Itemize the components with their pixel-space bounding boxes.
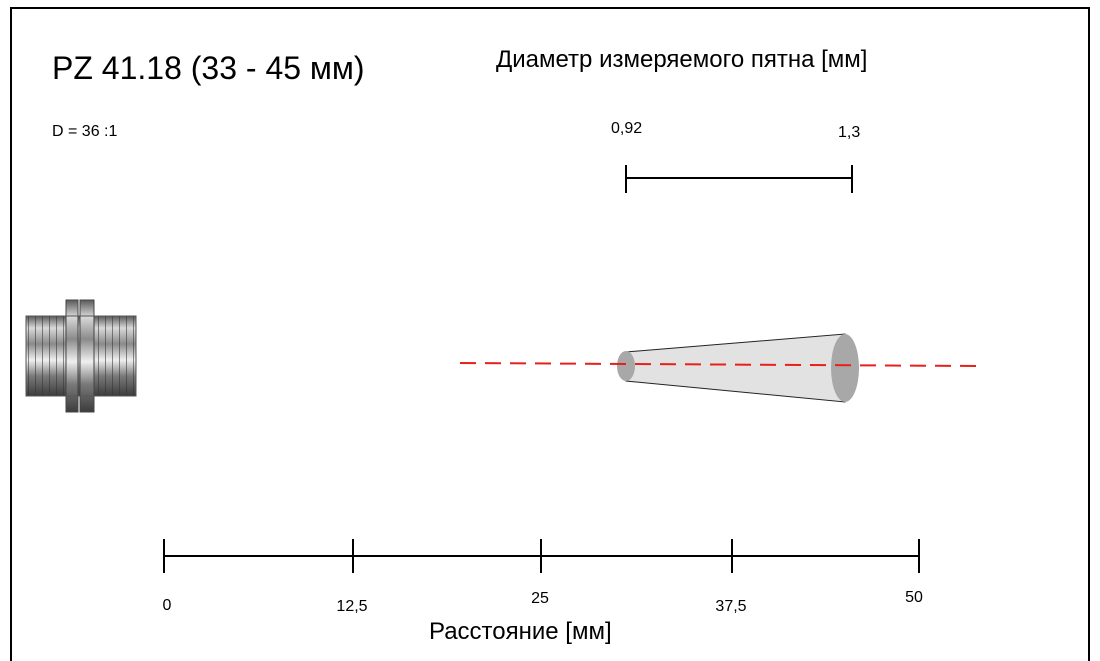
spot-size-near: 0,92 bbox=[611, 120, 643, 137]
spot-diameter-scale bbox=[625, 165, 853, 193]
axis-tick-label: 0 bbox=[162, 597, 172, 614]
axis-tick-label: 37,5 bbox=[715, 598, 747, 615]
spot-far-ellipse bbox=[831, 334, 859, 402]
sensor-thread-icon bbox=[25, 299, 137, 413]
diagram-title: PZ 41.18 (33 - 45 мм) bbox=[52, 50, 365, 86]
distance-axis bbox=[163, 539, 920, 573]
spot-near-ellipse bbox=[617, 351, 635, 381]
axis-label: Расстояние [мм] bbox=[429, 618, 612, 645]
measurement-cone bbox=[617, 333, 859, 403]
optical-ratio: D = 36 :1 bbox=[52, 123, 118, 140]
spot-size-far: 1,3 bbox=[838, 124, 861, 141]
axis-tick-label: 25 bbox=[531, 590, 549, 607]
spot-diameter-heading: Диаметр измеряемого пятна [мм] bbox=[496, 46, 868, 73]
diagram-border bbox=[10, 7, 1090, 661]
axis-tick-label: 12,5 bbox=[336, 598, 368, 615]
axis-tick-label: 50 bbox=[905, 589, 923, 606]
beam-axis-line bbox=[459, 362, 977, 367]
